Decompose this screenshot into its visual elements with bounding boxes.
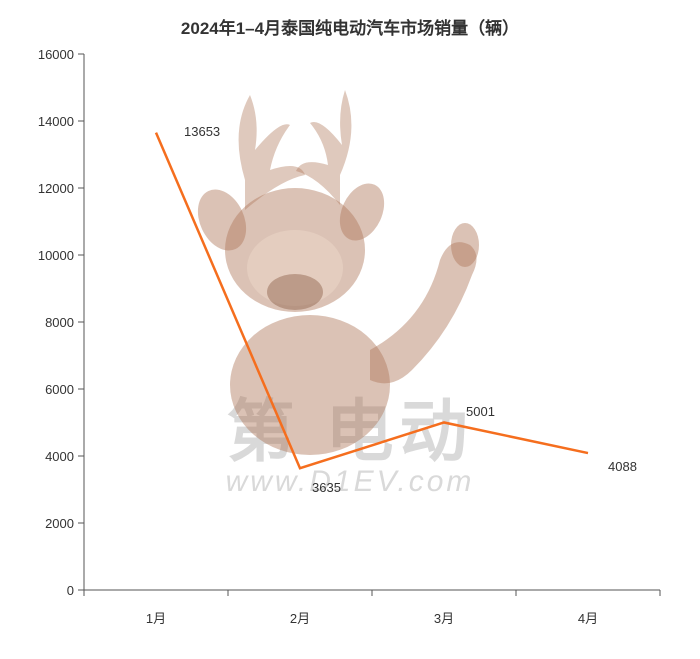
y-axis-tick-label: 10000 <box>38 248 74 263</box>
x-axis-tick-label: 2月 <box>270 608 330 627</box>
data-point-label: 3635 <box>312 480 341 495</box>
y-axis-tick-label: 6000 <box>45 382 74 397</box>
data-point-label: 13653 <box>184 124 220 139</box>
data-point-label: 5001 <box>466 404 495 419</box>
y-axis-tick-label: 14000 <box>38 114 74 129</box>
y-axis-tick-label: 12000 <box>38 181 74 196</box>
y-axis-tick-label: 16000 <box>38 47 74 62</box>
y-axis-tick-label: 0 <box>67 583 74 598</box>
x-axis-tick-label: 1月 <box>126 608 186 627</box>
y-axis-tick-label: 2000 <box>45 516 74 531</box>
y-axis-tick-label: 8000 <box>45 315 74 330</box>
y-axis-tick-label: 4000 <box>45 449 74 464</box>
x-axis-tick-label: 3月 <box>414 608 474 627</box>
data-point-label: 4088 <box>608 459 637 474</box>
x-axis-tick-label: 4月 <box>558 608 618 627</box>
chart-svg <box>0 0 700 659</box>
chart-container: 2024年1–4月泰国纯电动汽车市场销量（辆） 第 电动 www.D1EV.co… <box>0 0 700 659</box>
